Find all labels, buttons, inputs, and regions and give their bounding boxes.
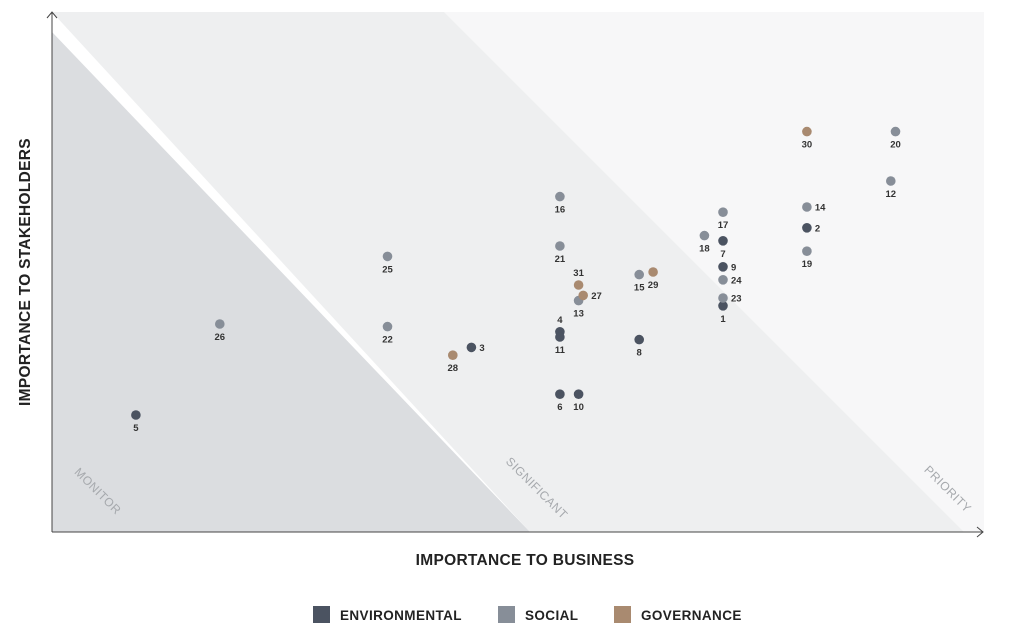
point-label-14: 14 bbox=[815, 203, 826, 214]
point-label-16: 16 bbox=[555, 205, 566, 216]
point-17 bbox=[718, 207, 728, 217]
point-21 bbox=[555, 241, 565, 251]
legend-label-environmental: ENVIRONMENTAL bbox=[340, 608, 462, 623]
point-1 bbox=[718, 301, 728, 311]
point-label-20: 20 bbox=[890, 140, 901, 151]
point-14 bbox=[802, 202, 812, 212]
point-label-19: 19 bbox=[802, 259, 813, 270]
y-axis-title: IMPORTANCE TO STAKEHOLDERS bbox=[17, 138, 34, 406]
point-6 bbox=[555, 389, 565, 400]
point-label-15: 15 bbox=[634, 283, 645, 294]
point-label-31: 31 bbox=[573, 268, 584, 279]
legend: ENVIRONMENTAL SOCIAL GOVERNANCE bbox=[313, 606, 742, 623]
point-2 bbox=[802, 223, 812, 233]
point-label-11: 11 bbox=[555, 345, 566, 356]
point-label-27: 27 bbox=[591, 291, 602, 302]
point-label-22: 22 bbox=[382, 335, 393, 346]
point-label-4: 4 bbox=[557, 315, 563, 326]
point-3 bbox=[466, 342, 477, 353]
point-18 bbox=[699, 230, 710, 241]
legend-swatch-environmental bbox=[313, 606, 330, 623]
point-23 bbox=[718, 293, 728, 303]
point-19 bbox=[802, 246, 812, 256]
point-31 bbox=[573, 280, 584, 290]
zone-priority-band bbox=[444, 12, 984, 532]
x-axis-arrow bbox=[976, 526, 984, 538]
point-15 bbox=[634, 269, 644, 280]
zone-significant-band bbox=[52, 12, 964, 532]
point-label-1: 1 bbox=[720, 314, 726, 325]
point-9 bbox=[718, 262, 728, 272]
legend-label-governance: GOVERNANCE bbox=[641, 608, 742, 623]
point-30 bbox=[802, 126, 812, 137]
point-7 bbox=[718, 236, 728, 246]
point-11 bbox=[555, 332, 565, 342]
zone-monitor-band bbox=[52, 32, 530, 532]
point-label-29: 29 bbox=[648, 280, 659, 291]
point-label-24: 24 bbox=[731, 275, 742, 286]
point-20 bbox=[890, 126, 901, 137]
point-22 bbox=[382, 321, 393, 332]
point-label-26: 26 bbox=[215, 332, 226, 343]
point-8 bbox=[634, 334, 644, 345]
point-5 bbox=[131, 410, 141, 420]
point-24 bbox=[718, 275, 728, 285]
point-label-17: 17 bbox=[718, 220, 729, 231]
point-label-13: 13 bbox=[573, 309, 584, 320]
point-label-30: 30 bbox=[802, 140, 813, 151]
point-26 bbox=[215, 319, 225, 329]
point-label-2: 2 bbox=[815, 223, 820, 234]
point-29 bbox=[648, 267, 658, 277]
point-label-3: 3 bbox=[479, 343, 484, 354]
point-label-8: 8 bbox=[637, 348, 642, 359]
x-axis-title: IMPORTANCE TO BUSINESS bbox=[416, 552, 635, 569]
axes bbox=[46, 11, 984, 538]
point-27 bbox=[578, 290, 588, 301]
point-label-6: 6 bbox=[557, 402, 562, 413]
points-layer: 1234567891011121314151617181920212223242… bbox=[131, 126, 901, 434]
point-25 bbox=[382, 251, 393, 262]
legend-swatch-governance bbox=[614, 606, 631, 623]
point-label-18: 18 bbox=[699, 244, 710, 255]
y-axis-arrow bbox=[46, 11, 58, 19]
point-label-23: 23 bbox=[731, 294, 742, 305]
point-label-10: 10 bbox=[573, 402, 584, 413]
point-label-28: 28 bbox=[448, 363, 459, 374]
point-label-21: 21 bbox=[555, 254, 566, 265]
point-12 bbox=[886, 176, 896, 186]
legend-swatch-social bbox=[498, 606, 515, 623]
legend-label-social: SOCIAL bbox=[525, 608, 578, 623]
point-28 bbox=[448, 350, 458, 361]
point-16 bbox=[555, 191, 565, 202]
point-label-12: 12 bbox=[886, 189, 897, 200]
point-label-7: 7 bbox=[720, 249, 725, 260]
point-label-5: 5 bbox=[133, 423, 139, 434]
point-label-9: 9 bbox=[731, 262, 736, 273]
point-10 bbox=[573, 389, 584, 400]
point-label-25: 25 bbox=[382, 264, 393, 275]
